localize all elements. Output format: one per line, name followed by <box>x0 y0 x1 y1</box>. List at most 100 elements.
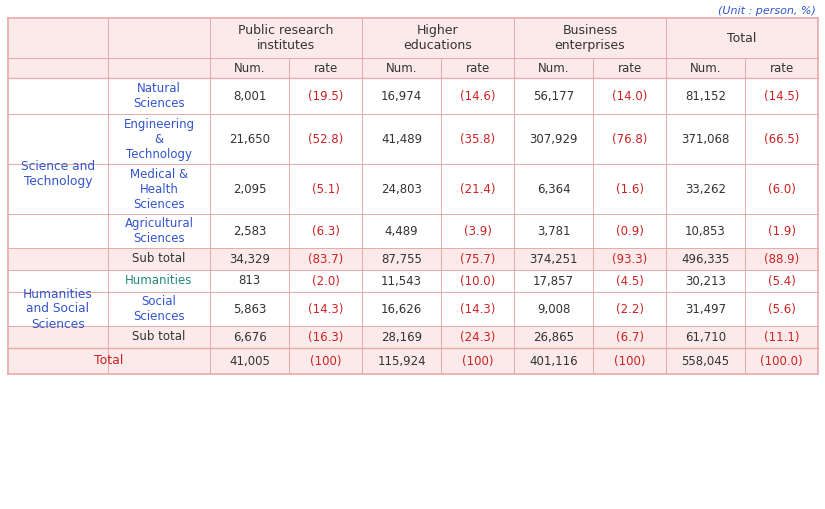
Text: 2,583: 2,583 <box>233 224 266 238</box>
Text: 401,116: 401,116 <box>529 354 578 367</box>
Text: (10.0): (10.0) <box>460 274 495 288</box>
Text: 26,865: 26,865 <box>533 330 574 344</box>
Text: (100): (100) <box>462 354 493 367</box>
Text: 81,152: 81,152 <box>685 90 726 102</box>
Text: 41,005: 41,005 <box>229 354 270 367</box>
Text: (83.7): (83.7) <box>308 252 343 266</box>
Text: 371,068: 371,068 <box>681 132 729 146</box>
Text: (0.9): (0.9) <box>615 224 644 238</box>
Text: 31,497: 31,497 <box>685 302 726 316</box>
Text: 5,863: 5,863 <box>233 302 266 316</box>
Text: (100): (100) <box>614 354 645 367</box>
Bar <box>8 248 818 270</box>
Text: 24,803: 24,803 <box>381 183 422 195</box>
Text: (24.3): (24.3) <box>460 330 495 344</box>
Text: Total: Total <box>94 354 124 367</box>
Text: Natural
Sciences: Natural Sciences <box>133 82 185 110</box>
Text: 34,329: 34,329 <box>229 252 270 266</box>
Text: (19.5): (19.5) <box>308 90 343 102</box>
Bar <box>8 18 818 58</box>
Text: 56,177: 56,177 <box>533 90 574 102</box>
Text: Business
enterprises: Business enterprises <box>554 24 625 52</box>
Text: (14.3): (14.3) <box>308 302 343 316</box>
Text: (1.6): (1.6) <box>615 183 644 195</box>
Text: 6,676: 6,676 <box>233 330 266 344</box>
Text: 33,262: 33,262 <box>685 183 726 195</box>
Text: (6.7): (6.7) <box>615 330 644 344</box>
Text: 558,045: 558,045 <box>681 354 729 367</box>
Text: 87,755: 87,755 <box>381 252 422 266</box>
Text: 16,974: 16,974 <box>381 90 422 102</box>
Text: (35.8): (35.8) <box>460 132 495 146</box>
Text: (14.6): (14.6) <box>460 90 495 102</box>
Text: (66.5): (66.5) <box>764 132 799 146</box>
Text: Total: Total <box>728 32 757 44</box>
Text: (3.9): (3.9) <box>464 224 492 238</box>
Text: Num.: Num. <box>233 62 266 74</box>
Text: Humanities
and Social
Sciences: Humanities and Social Sciences <box>23 288 93 330</box>
Text: 307,929: 307,929 <box>530 132 577 146</box>
Text: (6.0): (6.0) <box>767 183 795 195</box>
Text: 374,251: 374,251 <box>530 252 577 266</box>
Text: (21.4): (21.4) <box>460 183 495 195</box>
Text: Medical &
Health
Sciences: Medical & Health Sciences <box>130 167 188 211</box>
Text: (14.0): (14.0) <box>612 90 647 102</box>
Text: (75.7): (75.7) <box>460 252 495 266</box>
Text: 4,489: 4,489 <box>384 224 418 238</box>
Text: 16,626: 16,626 <box>381 302 422 316</box>
Text: (Unit : person, %): (Unit : person, %) <box>718 6 816 16</box>
Text: 11,543: 11,543 <box>381 274 422 288</box>
Text: Engineering
&
Technology: Engineering & Technology <box>124 118 195 160</box>
Text: 9,008: 9,008 <box>537 302 570 316</box>
Text: (88.9): (88.9) <box>764 252 799 266</box>
Text: Sub total: Sub total <box>132 252 186 266</box>
Text: Public research
institutes: Public research institutes <box>238 24 333 52</box>
Text: 41,489: 41,489 <box>381 132 422 146</box>
Text: (1.9): (1.9) <box>767 224 795 238</box>
Text: 115,924: 115,924 <box>377 354 426 367</box>
Text: (11.1): (11.1) <box>764 330 799 344</box>
Text: 30,213: 30,213 <box>685 274 726 288</box>
Text: (2.0): (2.0) <box>312 274 339 288</box>
Text: 21,650: 21,650 <box>229 132 270 146</box>
Text: Social
Sciences: Social Sciences <box>133 295 185 323</box>
Text: 496,335: 496,335 <box>681 252 729 266</box>
Text: rate: rate <box>770 62 794 74</box>
Text: 813: 813 <box>238 274 261 288</box>
Text: (5.6): (5.6) <box>767 302 795 316</box>
Text: Agricultural
Sciences: Agricultural Sciences <box>125 217 194 245</box>
Text: rate: rate <box>465 62 490 74</box>
Text: (93.3): (93.3) <box>612 252 647 266</box>
Text: (14.5): (14.5) <box>764 90 799 102</box>
Text: (5.1): (5.1) <box>312 183 339 195</box>
Text: (16.3): (16.3) <box>308 330 343 344</box>
Text: (4.5): (4.5) <box>615 274 644 288</box>
Bar <box>8 58 818 78</box>
Bar <box>8 326 818 348</box>
Text: Humanities: Humanities <box>125 274 193 288</box>
Text: (5.4): (5.4) <box>767 274 795 288</box>
Text: (2.2): (2.2) <box>615 302 644 316</box>
Text: (76.8): (76.8) <box>612 132 647 146</box>
Text: 10,853: 10,853 <box>685 224 726 238</box>
Text: (100.0): (100.0) <box>760 354 803 367</box>
Bar <box>8 18 818 374</box>
Text: 61,710: 61,710 <box>685 330 726 344</box>
Text: Num.: Num. <box>386 62 417 74</box>
Text: 8,001: 8,001 <box>233 90 266 102</box>
Text: Sub total: Sub total <box>132 330 186 344</box>
Text: (14.3): (14.3) <box>460 302 495 316</box>
Text: Num.: Num. <box>690 62 721 74</box>
Text: 17,857: 17,857 <box>533 274 574 288</box>
Text: 28,169: 28,169 <box>381 330 422 344</box>
Text: (100): (100) <box>309 354 342 367</box>
Text: (52.8): (52.8) <box>308 132 343 146</box>
Text: rate: rate <box>617 62 642 74</box>
Text: 3,781: 3,781 <box>537 224 570 238</box>
Bar <box>8 348 818 374</box>
Text: 2,095: 2,095 <box>233 183 266 195</box>
Text: (6.3): (6.3) <box>312 224 339 238</box>
Text: Num.: Num. <box>538 62 569 74</box>
Text: Higher
educations: Higher educations <box>403 24 473 52</box>
Text: Science and
Technology: Science and Technology <box>21 160 95 188</box>
